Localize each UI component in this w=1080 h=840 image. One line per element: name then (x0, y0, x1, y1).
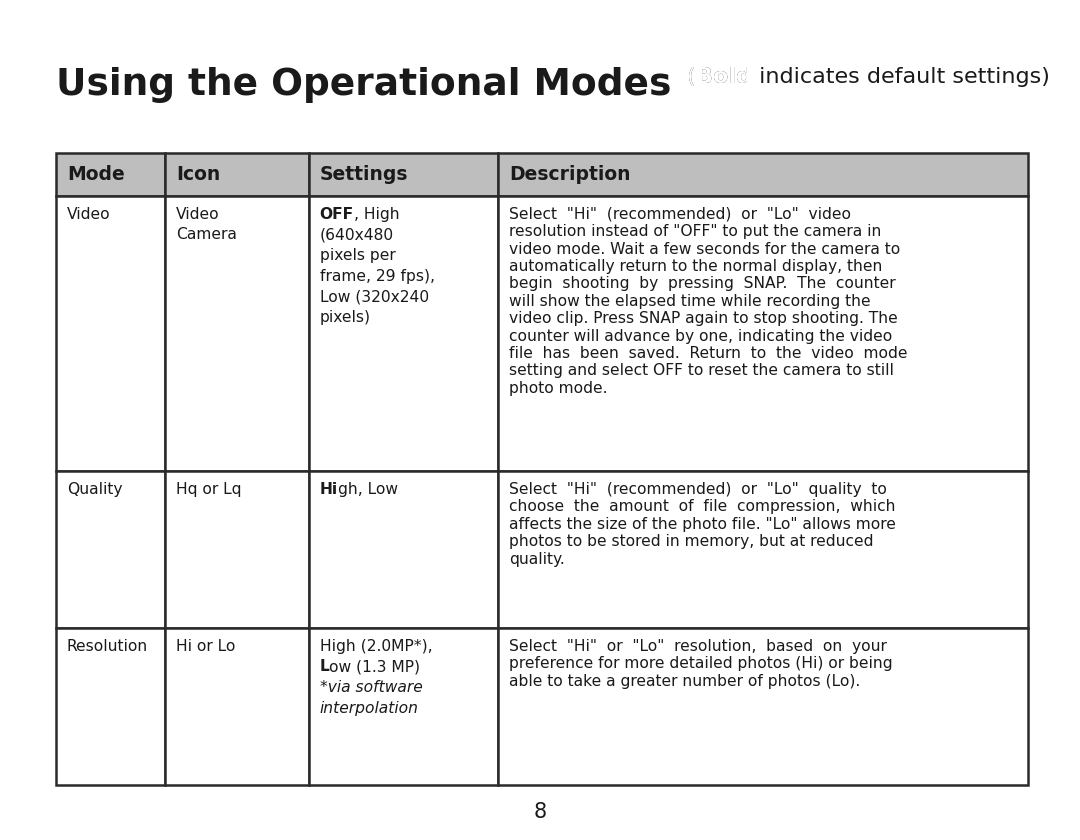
Text: OFF: OFF (320, 207, 354, 222)
Text: High (2.0MP*),: High (2.0MP*), (320, 639, 432, 654)
Text: Select  "Hi"  (recommended)  or  "Lo"  quality  to
choose  the  amount  of  file: Select "Hi" (recommended) or "Lo" qualit… (510, 482, 896, 566)
Text: Hi: Hi (320, 482, 338, 497)
Bar (165, 153, 309, 196)
Bar (165, 471, 309, 628)
Bar (165, 628, 309, 785)
Bar (56, 196, 165, 471)
Text: 8: 8 (534, 801, 546, 822)
Text: Bold: Bold (696, 67, 752, 87)
Bar (56, 628, 165, 785)
Text: Hq or Lq: Hq or Lq (176, 482, 241, 497)
Text: (: ( (680, 67, 696, 87)
Bar (165, 196, 309, 471)
Bar (309, 153, 498, 196)
Text: Video: Video (67, 207, 110, 222)
Bar (498, 153, 1028, 196)
Text: Select  "Hi"  or  "Lo"  resolution,  based  on  your
preference for more detaile: Select "Hi" or "Lo" resolution, based on… (510, 639, 893, 689)
Text: Mode: Mode (67, 165, 124, 184)
Bar (309, 471, 498, 628)
Text: Hi or Lo: Hi or Lo (176, 639, 235, 654)
Text: Select  "Hi"  (recommended)  or  "Lo"  video
resolution instead of "OFF" to put : Select "Hi" (recommended) or "Lo" video … (510, 207, 907, 396)
Bar (309, 628, 498, 785)
Bar (498, 196, 1028, 471)
Text: (640x480: (640x480 (320, 228, 394, 243)
Text: Camera: Camera (176, 228, 237, 243)
Text: Settings: Settings (320, 165, 408, 184)
Bar (56, 471, 165, 628)
Text: Resolution: Resolution (67, 639, 148, 654)
Bar (56, 153, 165, 196)
Text: Bold: Bold (696, 67, 752, 87)
Text: Low (320x240: Low (320x240 (320, 289, 429, 304)
Text: Video: Video (176, 207, 219, 222)
Text: L: L (320, 659, 329, 675)
Bar (498, 471, 1028, 628)
Text: gh, Low: gh, Low (338, 482, 397, 497)
Text: , High: , High (354, 207, 400, 222)
Text: Icon: Icon (176, 165, 220, 184)
Text: indicates default settings): indicates default settings) (752, 67, 1050, 87)
Text: frame, 29 fps),: frame, 29 fps), (320, 269, 434, 284)
Text: ow (1.3 MP): ow (1.3 MP) (329, 659, 420, 675)
Bar (309, 196, 498, 471)
Text: pixels): pixels) (320, 310, 370, 325)
Text: (: ( (680, 67, 696, 87)
Text: Using the Operational Modes: Using the Operational Modes (56, 67, 672, 103)
Text: Description: Description (510, 165, 631, 184)
Text: interpolation: interpolation (320, 701, 419, 716)
Bar (498, 628, 1028, 785)
Text: *via software: *via software (320, 680, 422, 695)
Text: pixels per: pixels per (320, 248, 395, 263)
Text: Quality: Quality (67, 482, 122, 497)
